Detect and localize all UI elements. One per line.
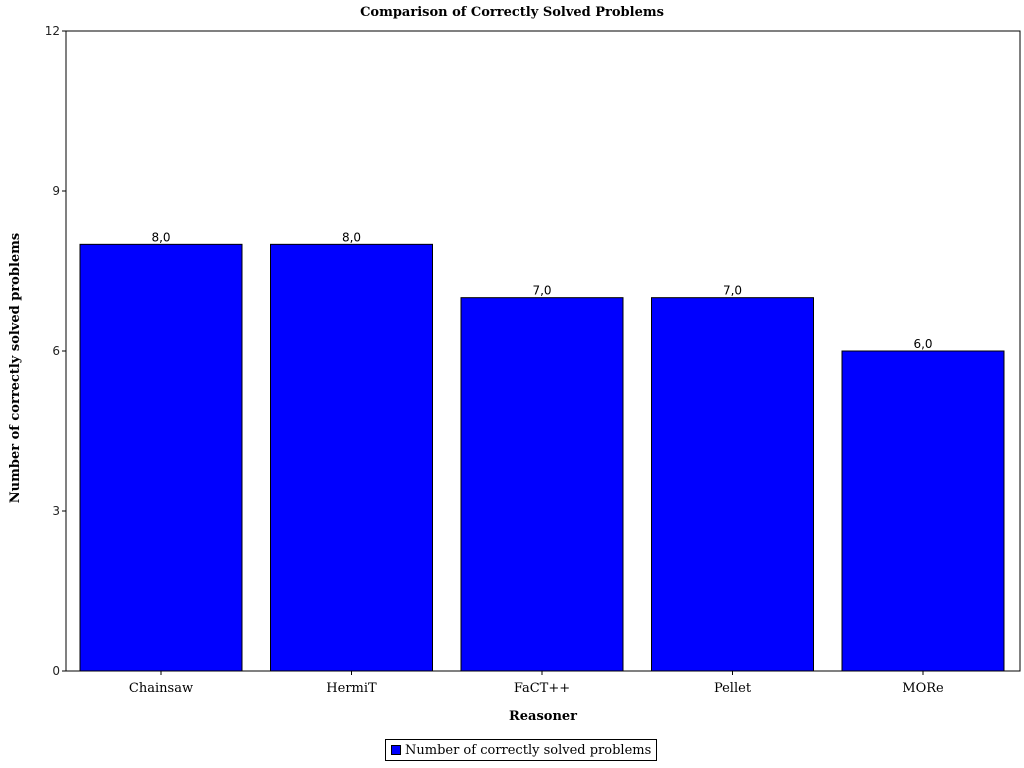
y-axis-label: Number of correctly solved problems (8, 233, 23, 503)
y-axis: 0 3 6 9 12 (45, 24, 66, 678)
bars: 8,0 8,0 7,0 7,0 6,0 (79, 230, 1005, 672)
bar (651, 297, 814, 672)
x-axis-label: Reasoner (509, 709, 577, 724)
bar-value-label: 8,0 (342, 230, 361, 244)
x-tick-label: Chainsaw (129, 681, 193, 696)
y-tick-label: 6 (52, 344, 60, 358)
bar (460, 297, 624, 672)
bar-value-label: 8,0 (151, 230, 170, 244)
x-tick-label: HermiT (326, 681, 377, 696)
bar (270, 243, 433, 672)
legend: Number of correctly solved problems (385, 739, 658, 761)
y-tick-label: 9 (52, 184, 60, 198)
legend-label: Number of correctly solved problems (405, 742, 652, 758)
x-tick-label: FaCT++ (514, 681, 570, 696)
bar-value-label: 6,0 (913, 337, 932, 351)
x-tick-label: Pellet (714, 681, 752, 696)
legend-swatch (391, 745, 401, 755)
y-tick-label: 3 (52, 504, 60, 518)
chart-title: Comparison of Correctly Solved Problems (360, 5, 664, 20)
bar-value-label: 7,0 (532, 284, 551, 298)
x-axis: Chainsaw HermiT FaCT++ Pellet MORe (129, 671, 944, 696)
bar-value-label: 7,0 (723, 284, 742, 298)
y-tick-label: 12 (45, 24, 60, 38)
bar (79, 243, 243, 672)
bar (841, 350, 1005, 672)
x-tick-label: MORe (902, 681, 944, 696)
y-tick-label: 0 (52, 664, 60, 678)
